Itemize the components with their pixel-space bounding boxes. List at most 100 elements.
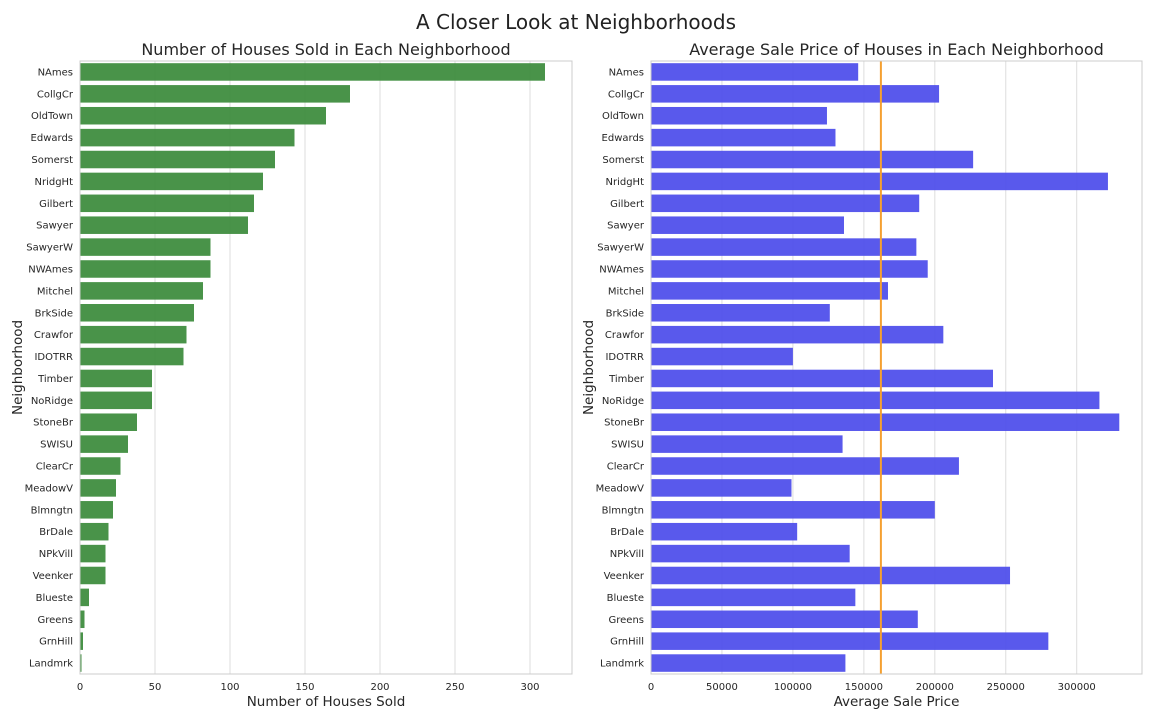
bar-edwards bbox=[80, 128, 295, 147]
category-label: BrkSide bbox=[35, 308, 73, 319]
category-label: Blueste bbox=[36, 593, 73, 604]
bar-timber bbox=[651, 369, 993, 388]
category-label: SawyerW bbox=[597, 243, 644, 254]
chart-houses-sold: NAmes CollgCr OldTown Edwards Somerst NridgHt… bbox=[10, 40, 573, 710]
bar-veenker bbox=[651, 566, 1011, 585]
bar-meadowv bbox=[651, 479, 792, 497]
category-label: Greens bbox=[38, 615, 74, 626]
x-tick-label: 200000 bbox=[916, 682, 954, 693]
y-axis-label: Neighborhood bbox=[10, 320, 26, 415]
bar-crawfor bbox=[80, 325, 187, 344]
bar-collgcr bbox=[80, 85, 350, 103]
category-label: Edwards bbox=[602, 133, 644, 144]
bar-gilbert bbox=[651, 194, 920, 213]
category-label: Blueste bbox=[607, 593, 644, 604]
bar-collgcr bbox=[651, 85, 940, 103]
x-tick-label: 50000 bbox=[706, 682, 738, 693]
category-label: NPkVill bbox=[39, 549, 73, 560]
category-label: GrnHill bbox=[39, 637, 73, 648]
category-label: NoRidge bbox=[602, 396, 644, 407]
category-label: StoneBr bbox=[33, 418, 74, 429]
x-tick-label: 250 bbox=[445, 682, 464, 693]
bar-sawyer bbox=[80, 216, 248, 234]
bar-greens bbox=[80, 610, 85, 629]
category-label: Gilbert bbox=[610, 199, 644, 210]
category-label: GrnHill bbox=[610, 637, 644, 648]
category-label: OldTown bbox=[602, 111, 644, 122]
chart-title: Number of Houses Sold in Each Neighborho… bbox=[141, 40, 510, 59]
bar-mitchel bbox=[80, 282, 203, 300]
x-tick-label: 300000 bbox=[1058, 682, 1096, 693]
category-label: BrDale bbox=[39, 527, 73, 538]
category-label: BrDale bbox=[610, 527, 644, 538]
category-label: Mitchel bbox=[608, 286, 644, 297]
bar-veenker bbox=[80, 566, 106, 585]
category-label: MeadowV bbox=[25, 483, 74, 494]
bar-oldtown bbox=[651, 106, 827, 125]
category-label: Mitchel bbox=[37, 286, 73, 297]
bar-brkside bbox=[80, 304, 194, 322]
bar-npkvill bbox=[80, 544, 106, 563]
x-tick-label: 100000 bbox=[774, 682, 812, 693]
bar-nridght bbox=[651, 172, 1108, 191]
x-axis-label: Average Sale Price bbox=[834, 694, 960, 710]
x-tick-label: 200 bbox=[370, 682, 389, 693]
category-label: Crawfor bbox=[34, 330, 74, 341]
bar-greens bbox=[651, 610, 918, 629]
bar-crawfor bbox=[651, 325, 944, 344]
bar-blmngtn bbox=[80, 501, 113, 519]
bar-blmngtn bbox=[651, 501, 935, 519]
x-tick-label: 100 bbox=[220, 682, 239, 693]
category-label: Veenker bbox=[33, 571, 74, 582]
bar-sawyerw bbox=[651, 238, 917, 256]
category-label: NWAmes bbox=[28, 264, 73, 275]
bar-grnhill bbox=[651, 632, 1049, 650]
category-label: NAmes bbox=[609, 67, 644, 78]
bar-idotrr bbox=[651, 347, 793, 366]
category-label: Somerst bbox=[602, 155, 644, 166]
category-label: CollgCr bbox=[608, 89, 645, 100]
bar-swisu bbox=[80, 435, 128, 453]
bar-landmrk bbox=[80, 654, 82, 672]
category-label: Blmngtn bbox=[31, 505, 73, 516]
x-axis-label: Number of Houses Sold bbox=[247, 694, 406, 710]
category-label: Gilbert bbox=[39, 199, 73, 210]
category-label: Veenker bbox=[604, 571, 645, 582]
x-tick-label: 0 bbox=[648, 682, 654, 693]
category-label: Greens bbox=[609, 615, 645, 626]
x-tick-label: 150000 bbox=[845, 682, 883, 693]
bar-names bbox=[80, 63, 545, 81]
bar-nwames bbox=[651, 260, 928, 278]
bar-npkvill bbox=[651, 544, 850, 563]
category-label: Landmrk bbox=[600, 659, 644, 670]
bar-grnhill bbox=[80, 632, 83, 650]
y-axis-label: Neighborhood bbox=[581, 320, 597, 415]
bar-stonebr bbox=[80, 413, 137, 431]
bar-edwards bbox=[651, 128, 836, 147]
category-label: ClearCr bbox=[36, 462, 74, 473]
category-label: BrkSide bbox=[606, 308, 644, 319]
bar-idotrr bbox=[80, 347, 184, 366]
x-tick-label: 0 bbox=[77, 682, 83, 693]
category-label: Edwards bbox=[31, 133, 73, 144]
category-label: MeadowV bbox=[596, 483, 645, 494]
plot-frame bbox=[650, 60, 1143, 675]
bar-noridge bbox=[80, 391, 152, 410]
category-label: Blmngtn bbox=[602, 505, 644, 516]
bar-names bbox=[651, 63, 859, 81]
x-tick-label: 150 bbox=[295, 682, 314, 693]
bar-gilbert bbox=[80, 194, 254, 213]
category-label: IDOTRR bbox=[605, 352, 644, 363]
category-label: NPkVill bbox=[610, 549, 644, 560]
category-label: NoRidge bbox=[31, 396, 73, 407]
bar-swisu bbox=[651, 435, 843, 453]
chart-average-sale-price: NAmes CollgCr OldTown Edwards Somerst NridgHt… bbox=[581, 40, 1143, 710]
bar-stonebr bbox=[651, 413, 1120, 431]
bar-nwames bbox=[80, 260, 211, 278]
bar-somerst bbox=[651, 150, 974, 169]
bar-meadowv bbox=[80, 479, 116, 497]
category-label: NWAmes bbox=[599, 264, 644, 275]
category-label: SWISU bbox=[40, 440, 73, 451]
